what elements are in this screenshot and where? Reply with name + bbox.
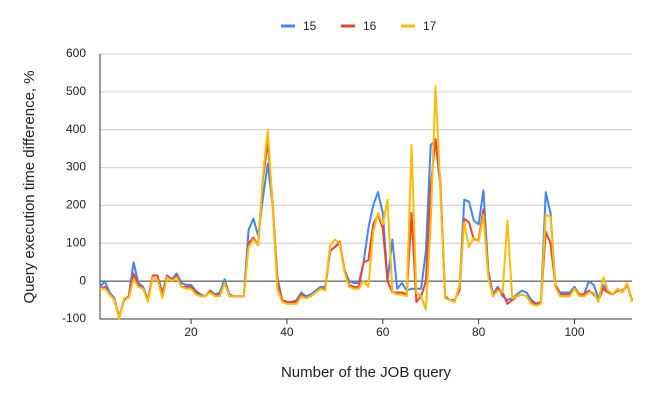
x-tick-label: 40 bbox=[280, 325, 294, 339]
y-tick-label: 200 bbox=[66, 198, 86, 212]
x-tick-label: 20 bbox=[184, 325, 198, 339]
series-line bbox=[100, 85, 633, 320]
x-tick-label: 60 bbox=[376, 325, 390, 339]
legend-label: 16 bbox=[363, 19, 377, 33]
y-axis-title: Query execution time difference, % bbox=[21, 70, 38, 303]
y-tick-label: 0 bbox=[79, 273, 86, 287]
y-tick-label: 600 bbox=[66, 46, 86, 60]
x-axis-title: Number of the JOB query bbox=[281, 364, 452, 381]
y-tick-label: 400 bbox=[66, 122, 86, 136]
y-tick-label: 500 bbox=[66, 84, 86, 98]
y-tick-label: -100 bbox=[62, 311, 86, 325]
x-tick-label: 100 bbox=[564, 325, 584, 339]
y-tick-label: 100 bbox=[66, 235, 86, 249]
y-tick-label: 300 bbox=[66, 160, 86, 174]
legend-label: 15 bbox=[303, 19, 317, 33]
x-tick-label: 80 bbox=[472, 325, 486, 339]
legend-label: 17 bbox=[423, 19, 437, 33]
